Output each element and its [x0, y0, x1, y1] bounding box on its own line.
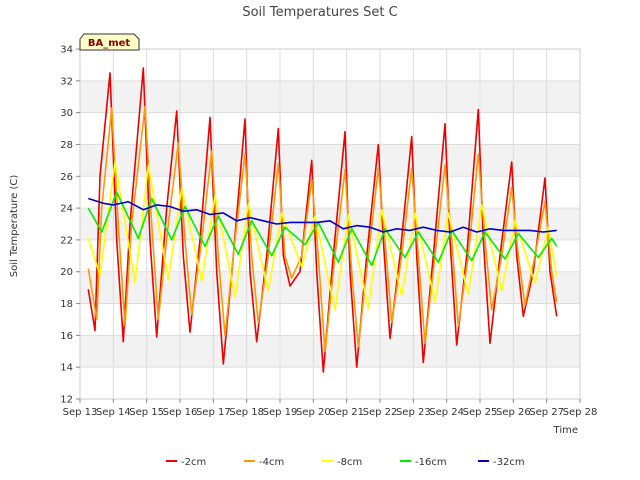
legend-label: -2cm	[181, 457, 206, 468]
y-tick-labels: 12 14 16 18 20 22 24 26 28 30 32 34	[60, 45, 80, 406]
x-tick-label: Sep 22	[363, 407, 398, 418]
series-line-neg16cm	[87, 191, 558, 267]
legend: -2cm -4cm -8cm -16cm -32cm	[166, 457, 525, 468]
y-tick-label: 12	[60, 395, 73, 406]
y-tick-label: 34	[60, 45, 73, 56]
x-tick-label: Sep 18	[229, 407, 264, 418]
plot-frame	[79, 48, 581, 400]
y-tick-label: 20	[60, 267, 73, 278]
x-tick-label: Sep 19	[263, 407, 298, 418]
series-line-neg32cm	[88, 197, 557, 233]
y-axis-label: Soil Temperature (C)	[9, 175, 20, 278]
x-axis-label: Time	[553, 425, 578, 436]
chart-title: Soil Temperatures Set C	[242, 5, 397, 20]
x-tick-label: Sep 23	[396, 407, 431, 418]
badge-box	[79, 33, 140, 51]
legend-label: -8cm	[337, 457, 362, 468]
x-tick-label: Sep 24	[429, 407, 464, 418]
series-line-neg8cm	[87, 161, 558, 311]
legend-label: -16cm	[415, 457, 447, 468]
site-badge: BA_met	[79, 33, 140, 51]
y-tick-label: 14	[60, 363, 73, 374]
y-tick-label: 26	[60, 172, 73, 183]
x-tick-label: Sep 20	[296, 407, 331, 418]
x-tick-label: Sep 13	[63, 407, 98, 418]
series-lines	[87, 67, 558, 373]
badge-text: BA_met	[88, 38, 131, 49]
y-tick-label: 16	[60, 331, 73, 342]
x-tick-label: Sep 21	[329, 407, 364, 418]
plot-background	[80, 49, 580, 399]
x-tick-label: Sep 25	[463, 407, 498, 418]
legend-label: -4cm	[259, 457, 284, 468]
x-tick-label: Sep 28	[563, 407, 598, 418]
y-tick-label: 32	[60, 76, 73, 87]
y-tick-label: 22	[60, 235, 73, 246]
x-tick-label: Sep 27	[529, 407, 564, 418]
plot-band	[80, 80, 580, 113]
y-tick-label: 24	[60, 204, 73, 215]
x-tick-label: Sep 15	[129, 407, 164, 418]
y-tick-label: 30	[60, 108, 73, 119]
plot-band	[80, 335, 580, 368]
y-tick-label: 18	[60, 299, 73, 310]
x-tick-label: Sep 17	[196, 407, 231, 418]
x-tick-label: Sep 14	[96, 407, 131, 418]
y-tick-label: 28	[60, 140, 73, 151]
x-tick-label: Sep 26	[496, 407, 531, 418]
axes	[79, 48, 581, 400]
legend-label: -32cm	[493, 457, 525, 468]
x-tick-label: Sep 16	[163, 407, 198, 418]
series-line-neg4cm	[87, 105, 558, 353]
series-line-neg2cm	[87, 67, 558, 373]
plot-band	[80, 144, 580, 177]
